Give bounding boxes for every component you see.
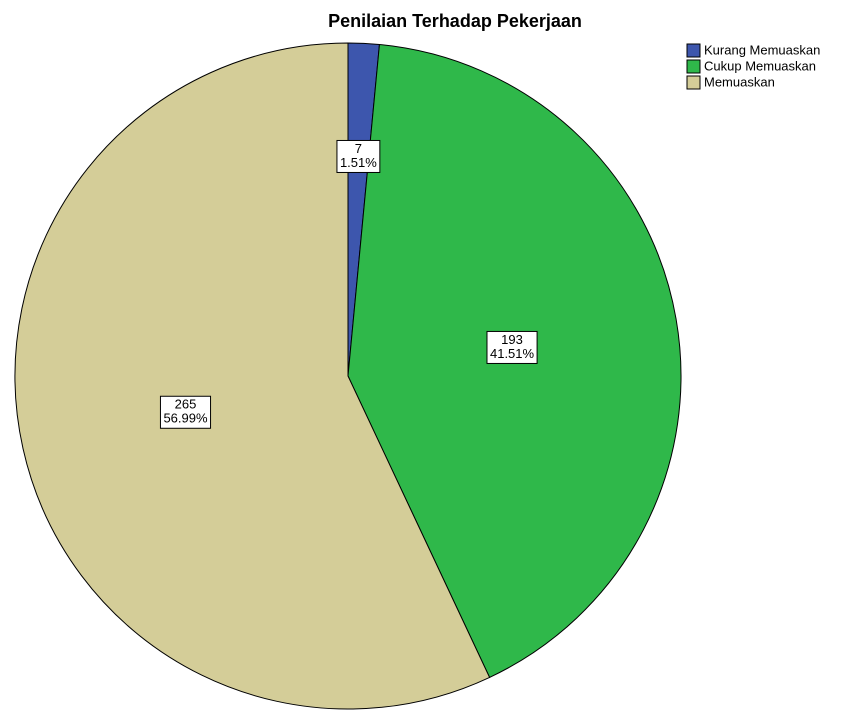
legend-swatch (686, 59, 701, 74)
percentage-label: 1.51% (340, 155, 377, 170)
legend-swatch (686, 43, 701, 58)
legend-label: Memuaskan (704, 74, 775, 89)
chart-title: Penilaian Terhadap Pekerjaan (328, 11, 582, 31)
legend-label: Cukup Memuaskan (704, 58, 816, 73)
percentage-label: 56.99% (163, 411, 208, 426)
legend-label: Kurang Memuaskan (704, 42, 820, 57)
legend-swatch (686, 75, 701, 90)
count-label: 265 (175, 397, 197, 412)
label-box (159, 395, 212, 429)
percentage-label: 41.51% (490, 346, 535, 361)
data-label: 71.51% (336, 139, 381, 173)
label-box (336, 139, 381, 173)
count-label: 7 (355, 141, 362, 156)
pie-slice (14, 42, 491, 710)
label-box (486, 330, 538, 364)
count-label: 193 (501, 332, 523, 347)
